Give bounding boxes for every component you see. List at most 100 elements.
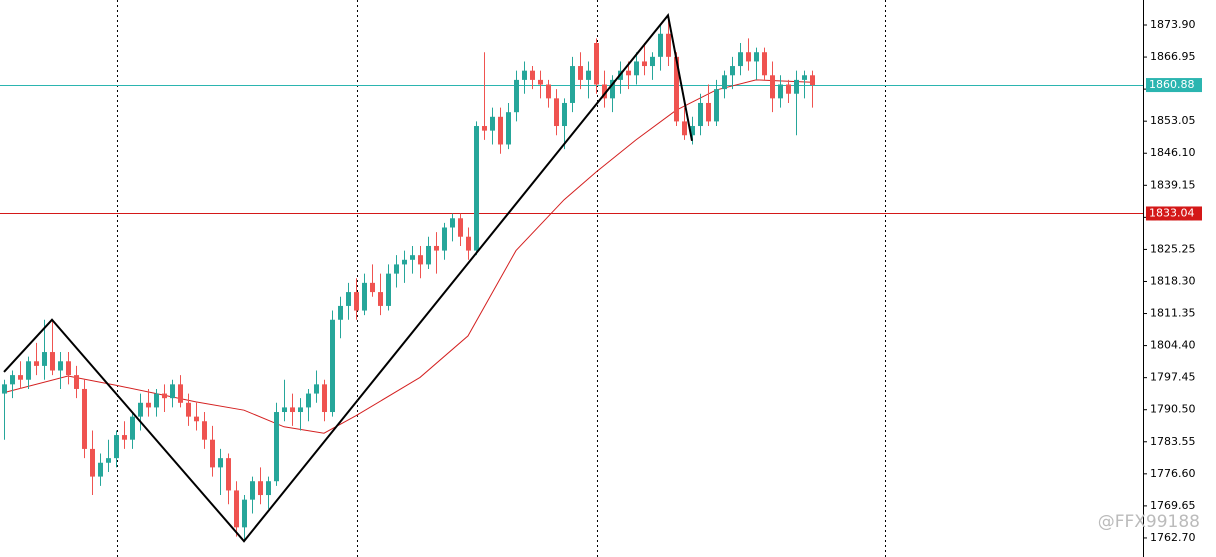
candle-body: [194, 416, 199, 422]
price-label-bg: [1146, 78, 1202, 93]
y-tick-label: 1804.40: [1150, 339, 1196, 352]
candle-body: [346, 292, 351, 306]
candle-body: [146, 402, 151, 408]
candle-body: [578, 66, 583, 80]
candle-body: [58, 361, 63, 371]
candle-body: [354, 292, 359, 311]
candle-body: [306, 393, 311, 408]
candle-body: [82, 388, 87, 449]
candle-body: [42, 352, 47, 366]
candle-body: [634, 61, 639, 76]
candle-body: [714, 89, 719, 122]
candle-body: [202, 421, 207, 440]
candle-body: [802, 75, 807, 80]
candle-body: [434, 245, 439, 251]
y-tick-label: 1873.90: [1150, 18, 1196, 31]
candle-body: [514, 79, 519, 113]
candle-body: [26, 361, 31, 380]
y-tick-label: 1811.35: [1150, 307, 1196, 320]
y-tick-label: 1797.45: [1150, 371, 1196, 384]
candle-body: [122, 435, 127, 440]
candle-body: [522, 70, 527, 80]
candle-body: [274, 412, 279, 482]
candle-body: [506, 112, 511, 145]
candle-body: [498, 116, 503, 145]
price-label-bg: [1146, 206, 1202, 221]
y-tick-label: 1853.05: [1150, 114, 1196, 127]
candle-body: [314, 384, 319, 394]
candle-body: [642, 61, 647, 67]
candle-body: [786, 84, 791, 94]
candle-body: [282, 407, 287, 413]
candle-body: [50, 352, 55, 371]
candle-body: [410, 255, 415, 260]
candle-body: [74, 375, 79, 389]
candle-body: [770, 75, 775, 99]
price-label: 1833.04: [1149, 206, 1195, 219]
candle-body: [658, 33, 663, 57]
candle-body: [450, 218, 455, 228]
y-tick-label: 1839.15: [1150, 178, 1196, 191]
y-tick-label: 1762.70: [1150, 531, 1196, 544]
candle-body: [34, 361, 39, 366]
candle-body: [562, 102, 567, 127]
y-tick-label: 1790.50: [1150, 403, 1196, 416]
y-tick-label: 1846.10: [1150, 146, 1196, 159]
candle-body: [90, 448, 95, 477]
candle-body: [402, 259, 407, 265]
y-tick-label: 1825.25: [1150, 242, 1196, 255]
candle-body: [730, 66, 735, 76]
candle-body: [754, 52, 759, 62]
candle-body: [226, 458, 231, 491]
candle-body: [474, 126, 479, 251]
candle-body: [210, 439, 215, 468]
candle-body: [370, 282, 375, 293]
candle-body: [138, 402, 143, 417]
candle-body: [722, 75, 727, 90]
candle-body: [746, 52, 751, 62]
candle-body: [466, 236, 471, 251]
candle-body: [266, 481, 271, 496]
candle-body: [738, 52, 743, 67]
candle-body: [2, 384, 7, 394]
candle-body: [290, 407, 295, 413]
candle-body: [234, 490, 239, 528]
candle-body: [778, 84, 783, 99]
candle-body: [186, 402, 191, 417]
candle-body: [322, 384, 327, 413]
candle-body: [690, 126, 695, 136]
candle-body: [66, 361, 71, 376]
candle-body: [106, 458, 111, 463]
candle-body: [178, 384, 183, 403]
candle-body: [666, 33, 671, 57]
y-tick-label: 1776.60: [1150, 467, 1196, 480]
candle-body: [426, 245, 431, 265]
y-tick-label: 1769.65: [1150, 499, 1196, 512]
candle-body: [594, 42, 599, 85]
candle-body: [554, 98, 559, 127]
candle-body: [490, 116, 495, 131]
candle-body: [698, 102, 703, 127]
candle-body: [338, 305, 343, 320]
candle-body: [546, 84, 551, 99]
price-label: 1860.88: [1149, 78, 1195, 91]
candle-body: [650, 56, 655, 67]
candle-body: [602, 84, 607, 99]
candle-body: [378, 292, 383, 306]
candle-body: [98, 462, 103, 477]
candle-body: [10, 375, 15, 385]
candle-body: [530, 70, 535, 80]
candle-body: [706, 102, 711, 122]
candle-body: [570, 66, 575, 103]
candle-body: [418, 255, 423, 265]
candle-body: [610, 79, 615, 99]
candle-body: [762, 52, 767, 76]
zigzag: [3, 13, 693, 543]
candle-body: [242, 499, 247, 528]
candle-body: [458, 218, 463, 237]
candle-body: [394, 264, 399, 274]
y-tick-label: 1866.95: [1150, 50, 1196, 63]
candle-body: [130, 416, 135, 440]
